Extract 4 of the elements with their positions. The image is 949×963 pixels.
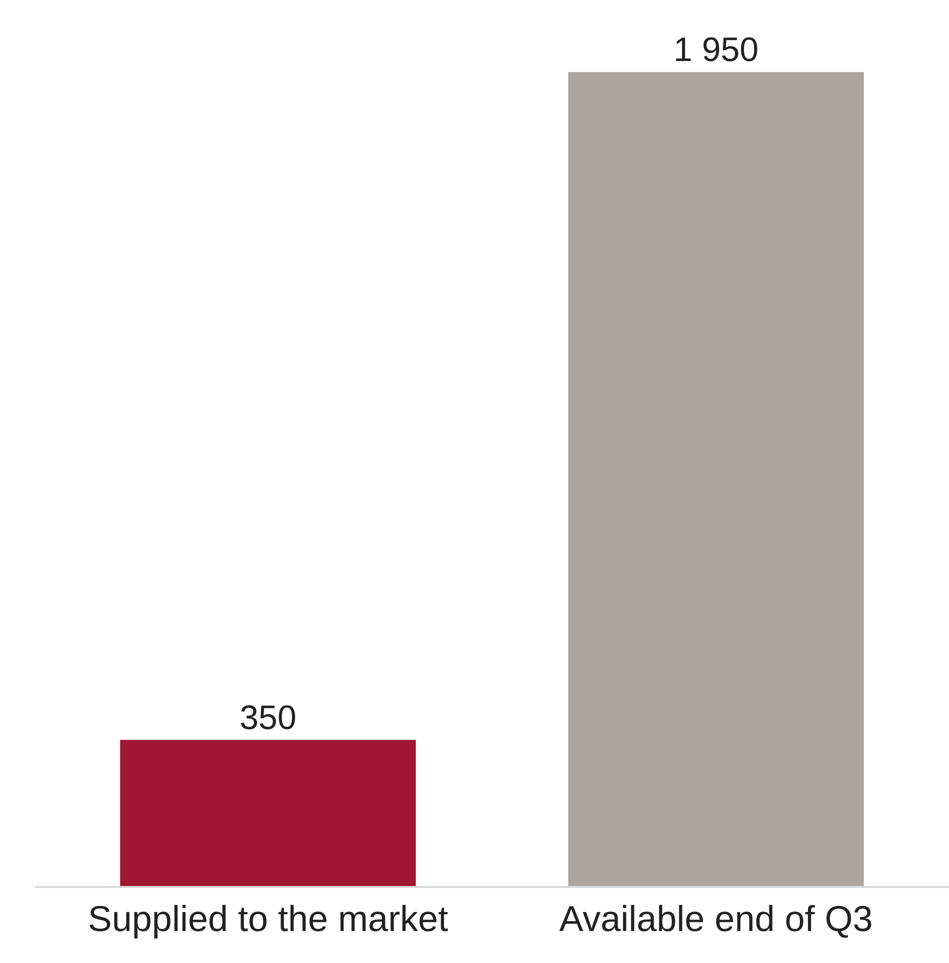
x-tick-label: Available end of Q3 [559, 898, 873, 940]
data-label: 1 950 [673, 31, 759, 69]
data-label: 350 [240, 698, 296, 737]
x-tick-label: Supplied to the market [88, 898, 448, 940]
